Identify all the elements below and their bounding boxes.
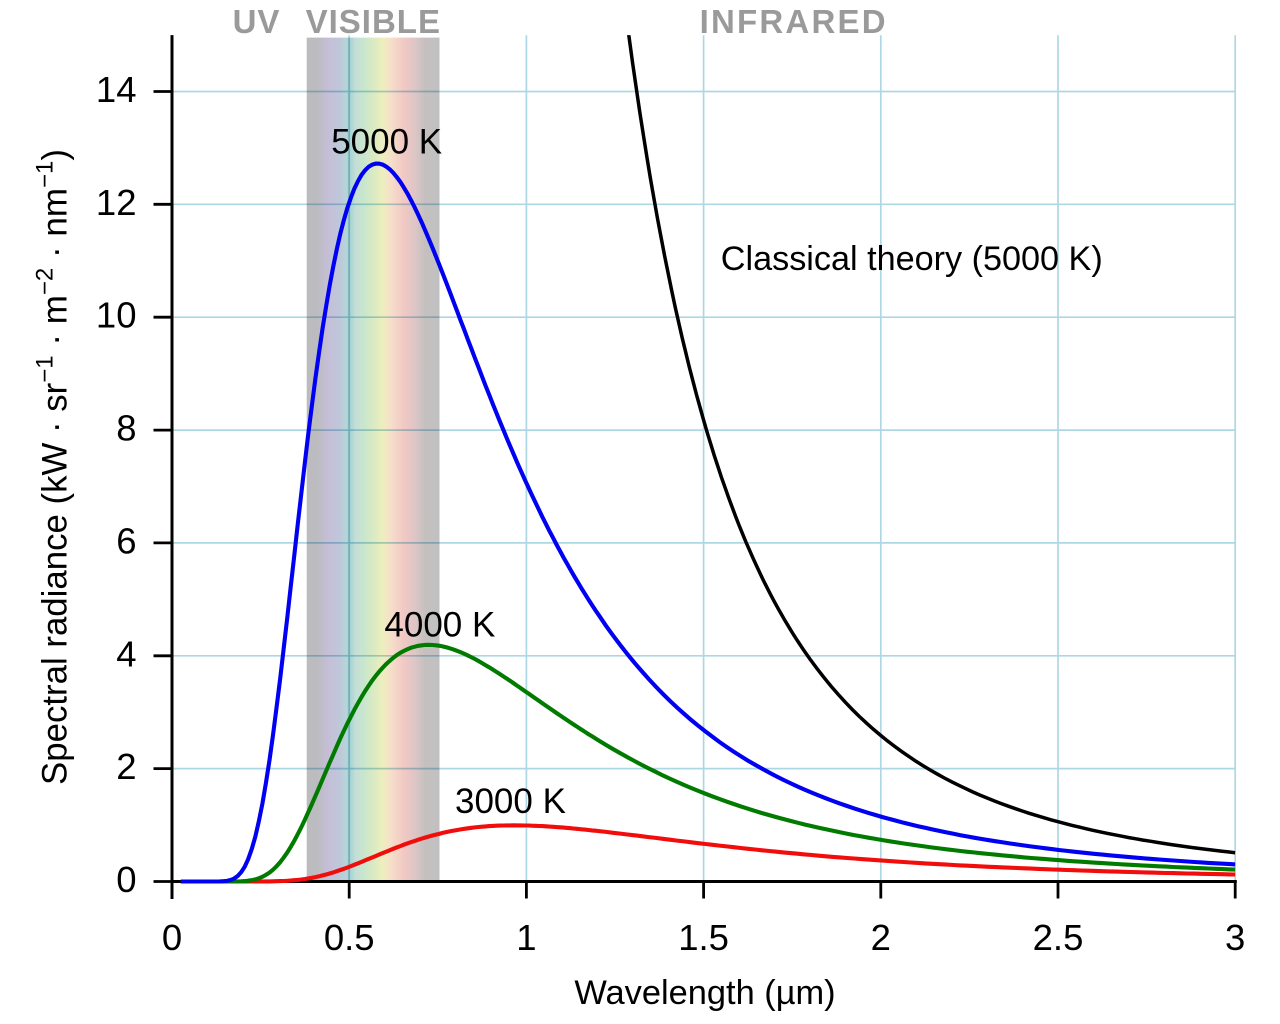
- svg-text:4: 4: [116, 633, 136, 674]
- svg-text:VISIBLE: VISIBLE: [306, 3, 441, 40]
- svg-text:3: 3: [1225, 917, 1245, 958]
- svg-text:12: 12: [96, 182, 137, 223]
- svg-text:3000 K: 3000 K: [455, 782, 566, 821]
- svg-text:INFRARED: INFRARED: [700, 3, 888, 40]
- svg-text:0.5: 0.5: [324, 917, 375, 958]
- svg-text:UV: UV: [233, 3, 281, 40]
- svg-text:1.5: 1.5: [678, 917, 729, 958]
- svg-text:Spectral radiance (kW · sr−1 ·: Spectral radiance (kW · sr−1 · m−2 · nm−…: [32, 149, 75, 785]
- svg-text:8: 8: [116, 408, 136, 449]
- svg-text:0: 0: [162, 917, 182, 958]
- svg-text:2: 2: [116, 746, 136, 787]
- svg-text:Classical theory (5000 K): Classical theory (5000 K): [721, 240, 1103, 278]
- svg-text:6: 6: [116, 520, 136, 561]
- svg-text:14: 14: [96, 69, 137, 110]
- svg-text:1: 1: [516, 917, 536, 958]
- svg-text:2: 2: [871, 917, 891, 958]
- svg-text:5000 K: 5000 K: [331, 122, 442, 161]
- svg-text:2.5: 2.5: [1033, 917, 1084, 958]
- svg-text:0: 0: [116, 859, 136, 900]
- svg-text:10: 10: [96, 295, 137, 336]
- svg-text:Wavelength (µm): Wavelength (µm): [574, 974, 835, 1012]
- svg-text:4000 K: 4000 K: [384, 605, 495, 644]
